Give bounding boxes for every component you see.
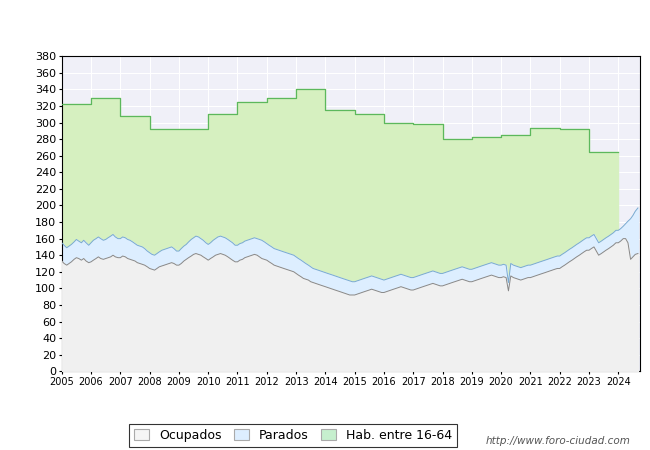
Legend: Ocupados, Parados, Hab. entre 16-64: Ocupados, Parados, Hab. entre 16-64 bbox=[129, 424, 458, 447]
Text: Villaescusa de Haro - Evolucion de la poblacion en edad de Trabajar Septiembre d: Villaescusa de Haro - Evolucion de la po… bbox=[41, 18, 609, 31]
Text: http://www.foro-ciudad.com: http://www.foro-ciudad.com bbox=[486, 436, 630, 446]
